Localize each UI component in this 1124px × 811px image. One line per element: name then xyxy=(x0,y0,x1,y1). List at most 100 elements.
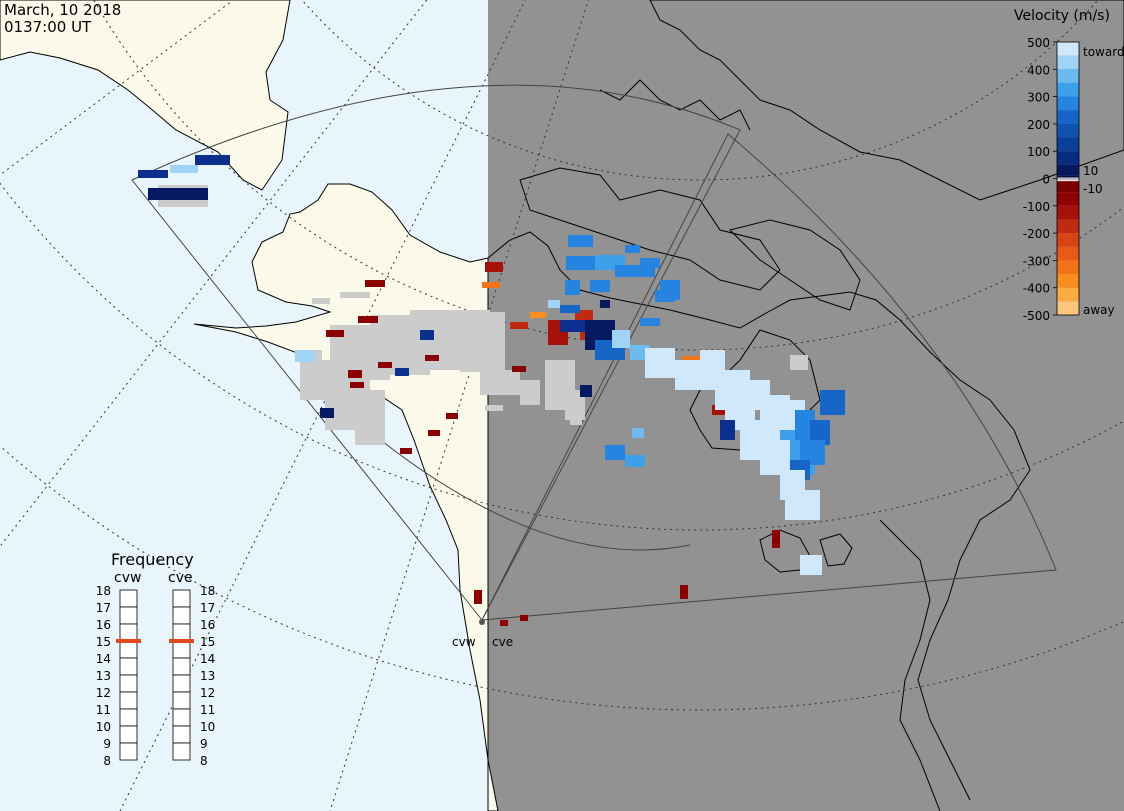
frequency-tick-label: 14 xyxy=(96,652,111,666)
scatter-cell xyxy=(568,235,593,247)
cvw-fov xyxy=(131,84,741,621)
colorbar-segment xyxy=(1057,42,1079,56)
frequency-cell xyxy=(172,606,191,625)
frequency-tick-label: 8 xyxy=(103,754,111,768)
night-shade xyxy=(488,0,1124,811)
frequency-tick-label: 12 xyxy=(200,686,215,700)
scatter-cell xyxy=(474,590,482,604)
frequency-cell xyxy=(119,640,138,659)
frequency-cell xyxy=(172,623,191,642)
frequency-tick-label: 9 xyxy=(103,737,111,751)
scatter-cell xyxy=(580,385,592,397)
scatter-cell xyxy=(520,615,528,621)
frequency-tick-label: 15 xyxy=(200,635,215,649)
scatter-cell xyxy=(760,455,785,475)
scatter-cell xyxy=(480,370,520,395)
velocity-legend: Velocity (m/s) 500 400 300 200 100 0 -100 -200 -… xyxy=(1014,8,1124,323)
scatter-cell xyxy=(605,445,625,460)
frequency-cell xyxy=(119,725,138,744)
scatter-cell xyxy=(772,530,780,548)
scatter-cell xyxy=(395,368,409,376)
toward-label: toward xyxy=(1083,45,1124,59)
frequency-marker xyxy=(169,639,194,643)
scatter-cell xyxy=(600,300,610,308)
scatter-cell xyxy=(148,188,208,200)
colorbar-segment xyxy=(1057,287,1079,302)
scatter-cell xyxy=(365,280,385,287)
scatter-cell xyxy=(810,420,830,445)
colorbar-segment xyxy=(1057,164,1079,176)
frequency-cell xyxy=(172,674,191,693)
scatter-cell xyxy=(510,322,528,329)
scatter-cell xyxy=(170,165,198,173)
date-label: March, 10 2018 xyxy=(4,1,121,19)
velocity-tick-label: -200 xyxy=(1023,227,1050,241)
arctic-islands xyxy=(519,167,781,291)
away-label: away xyxy=(1083,303,1115,317)
colorbar-segment xyxy=(1057,123,1079,138)
scatter-cell xyxy=(640,318,660,326)
radar-label-cve: cve xyxy=(492,635,513,649)
frequency-tick-label: 13 xyxy=(96,669,111,683)
frequency-panel: Frequency cvw cve 1817161514131211109818… xyxy=(96,550,216,768)
scatter-cell xyxy=(425,355,439,361)
colorbar-segment xyxy=(1057,110,1079,124)
frequency-tick-label: 10 xyxy=(200,720,215,734)
scatter-cell xyxy=(655,290,675,302)
colorbar-segment xyxy=(1057,219,1079,234)
scatter-cell xyxy=(680,585,688,599)
scatter-cell xyxy=(800,555,822,575)
scatter-cell xyxy=(428,430,440,436)
colorbar-segment xyxy=(1057,233,1079,247)
scatter-cell xyxy=(590,280,610,292)
frequency-tick-label: 8 xyxy=(200,754,208,768)
colorbar-ground-scatter xyxy=(1057,177,1079,181)
colorbar-segment xyxy=(1057,246,1079,261)
colorbar-segment xyxy=(1057,96,1079,111)
colorbar-segment xyxy=(1057,205,1079,220)
frequency-tick-label: 16 xyxy=(96,618,111,632)
frequency-tick-label: 17 xyxy=(96,601,111,615)
colorbar-segment xyxy=(1057,55,1079,70)
frequency-cell xyxy=(119,674,138,693)
scatter-cell xyxy=(500,620,508,626)
us-east-coast xyxy=(879,519,941,811)
colorbar-segment xyxy=(1057,181,1079,193)
scatter-cell xyxy=(520,380,540,405)
scatter-cell xyxy=(530,312,546,318)
radar-site-marker xyxy=(479,619,485,625)
frequency-cell xyxy=(119,742,138,761)
scatter-cell xyxy=(632,428,644,438)
velocity-tick-label: -500 xyxy=(1023,309,1050,323)
velocity-tick-label: 100 xyxy=(1027,145,1050,159)
colorbar-segment xyxy=(1057,260,1079,275)
velocity-tick-label: 400 xyxy=(1027,63,1050,77)
scatter-cell xyxy=(482,282,500,288)
colorbar-segment xyxy=(1057,301,1079,315)
frequency-tick-label: 9 xyxy=(200,737,208,751)
frequency-scales: 18 17 16 15 14 13 12 11 10 9 8 18 17 16 15 14 13 12 11 10 9 8 xyxy=(96,584,216,768)
colorbar-segment xyxy=(1057,274,1079,288)
scatter-cell xyxy=(560,320,585,332)
alaska-canada-west xyxy=(193,183,499,811)
scatter-cell xyxy=(790,355,808,370)
frequency-marker xyxy=(116,639,141,643)
scatter-cell xyxy=(460,312,505,372)
tick-10: 10 xyxy=(1083,164,1098,178)
scatter-cell xyxy=(340,292,370,298)
velocity-colorbar xyxy=(1057,42,1079,315)
frequency-tick-label: 10 xyxy=(96,720,111,734)
frequency-radar-cvw: cvw xyxy=(114,570,141,586)
scatter-cell xyxy=(378,362,392,368)
velocity-tick-label: 300 xyxy=(1027,91,1050,105)
radar-sites: cvw cve xyxy=(452,619,513,649)
time-label: 0137:00 UT xyxy=(4,18,92,36)
velocity-tick-label: 0 xyxy=(1042,173,1050,187)
scatter-cells xyxy=(138,155,845,626)
velocity-tick-label: -400 xyxy=(1023,282,1050,296)
siberia-coast xyxy=(0,0,291,191)
scatter-cell xyxy=(446,413,458,419)
frequency-cell xyxy=(119,606,138,625)
colorbar-segment xyxy=(1057,175,1079,179)
